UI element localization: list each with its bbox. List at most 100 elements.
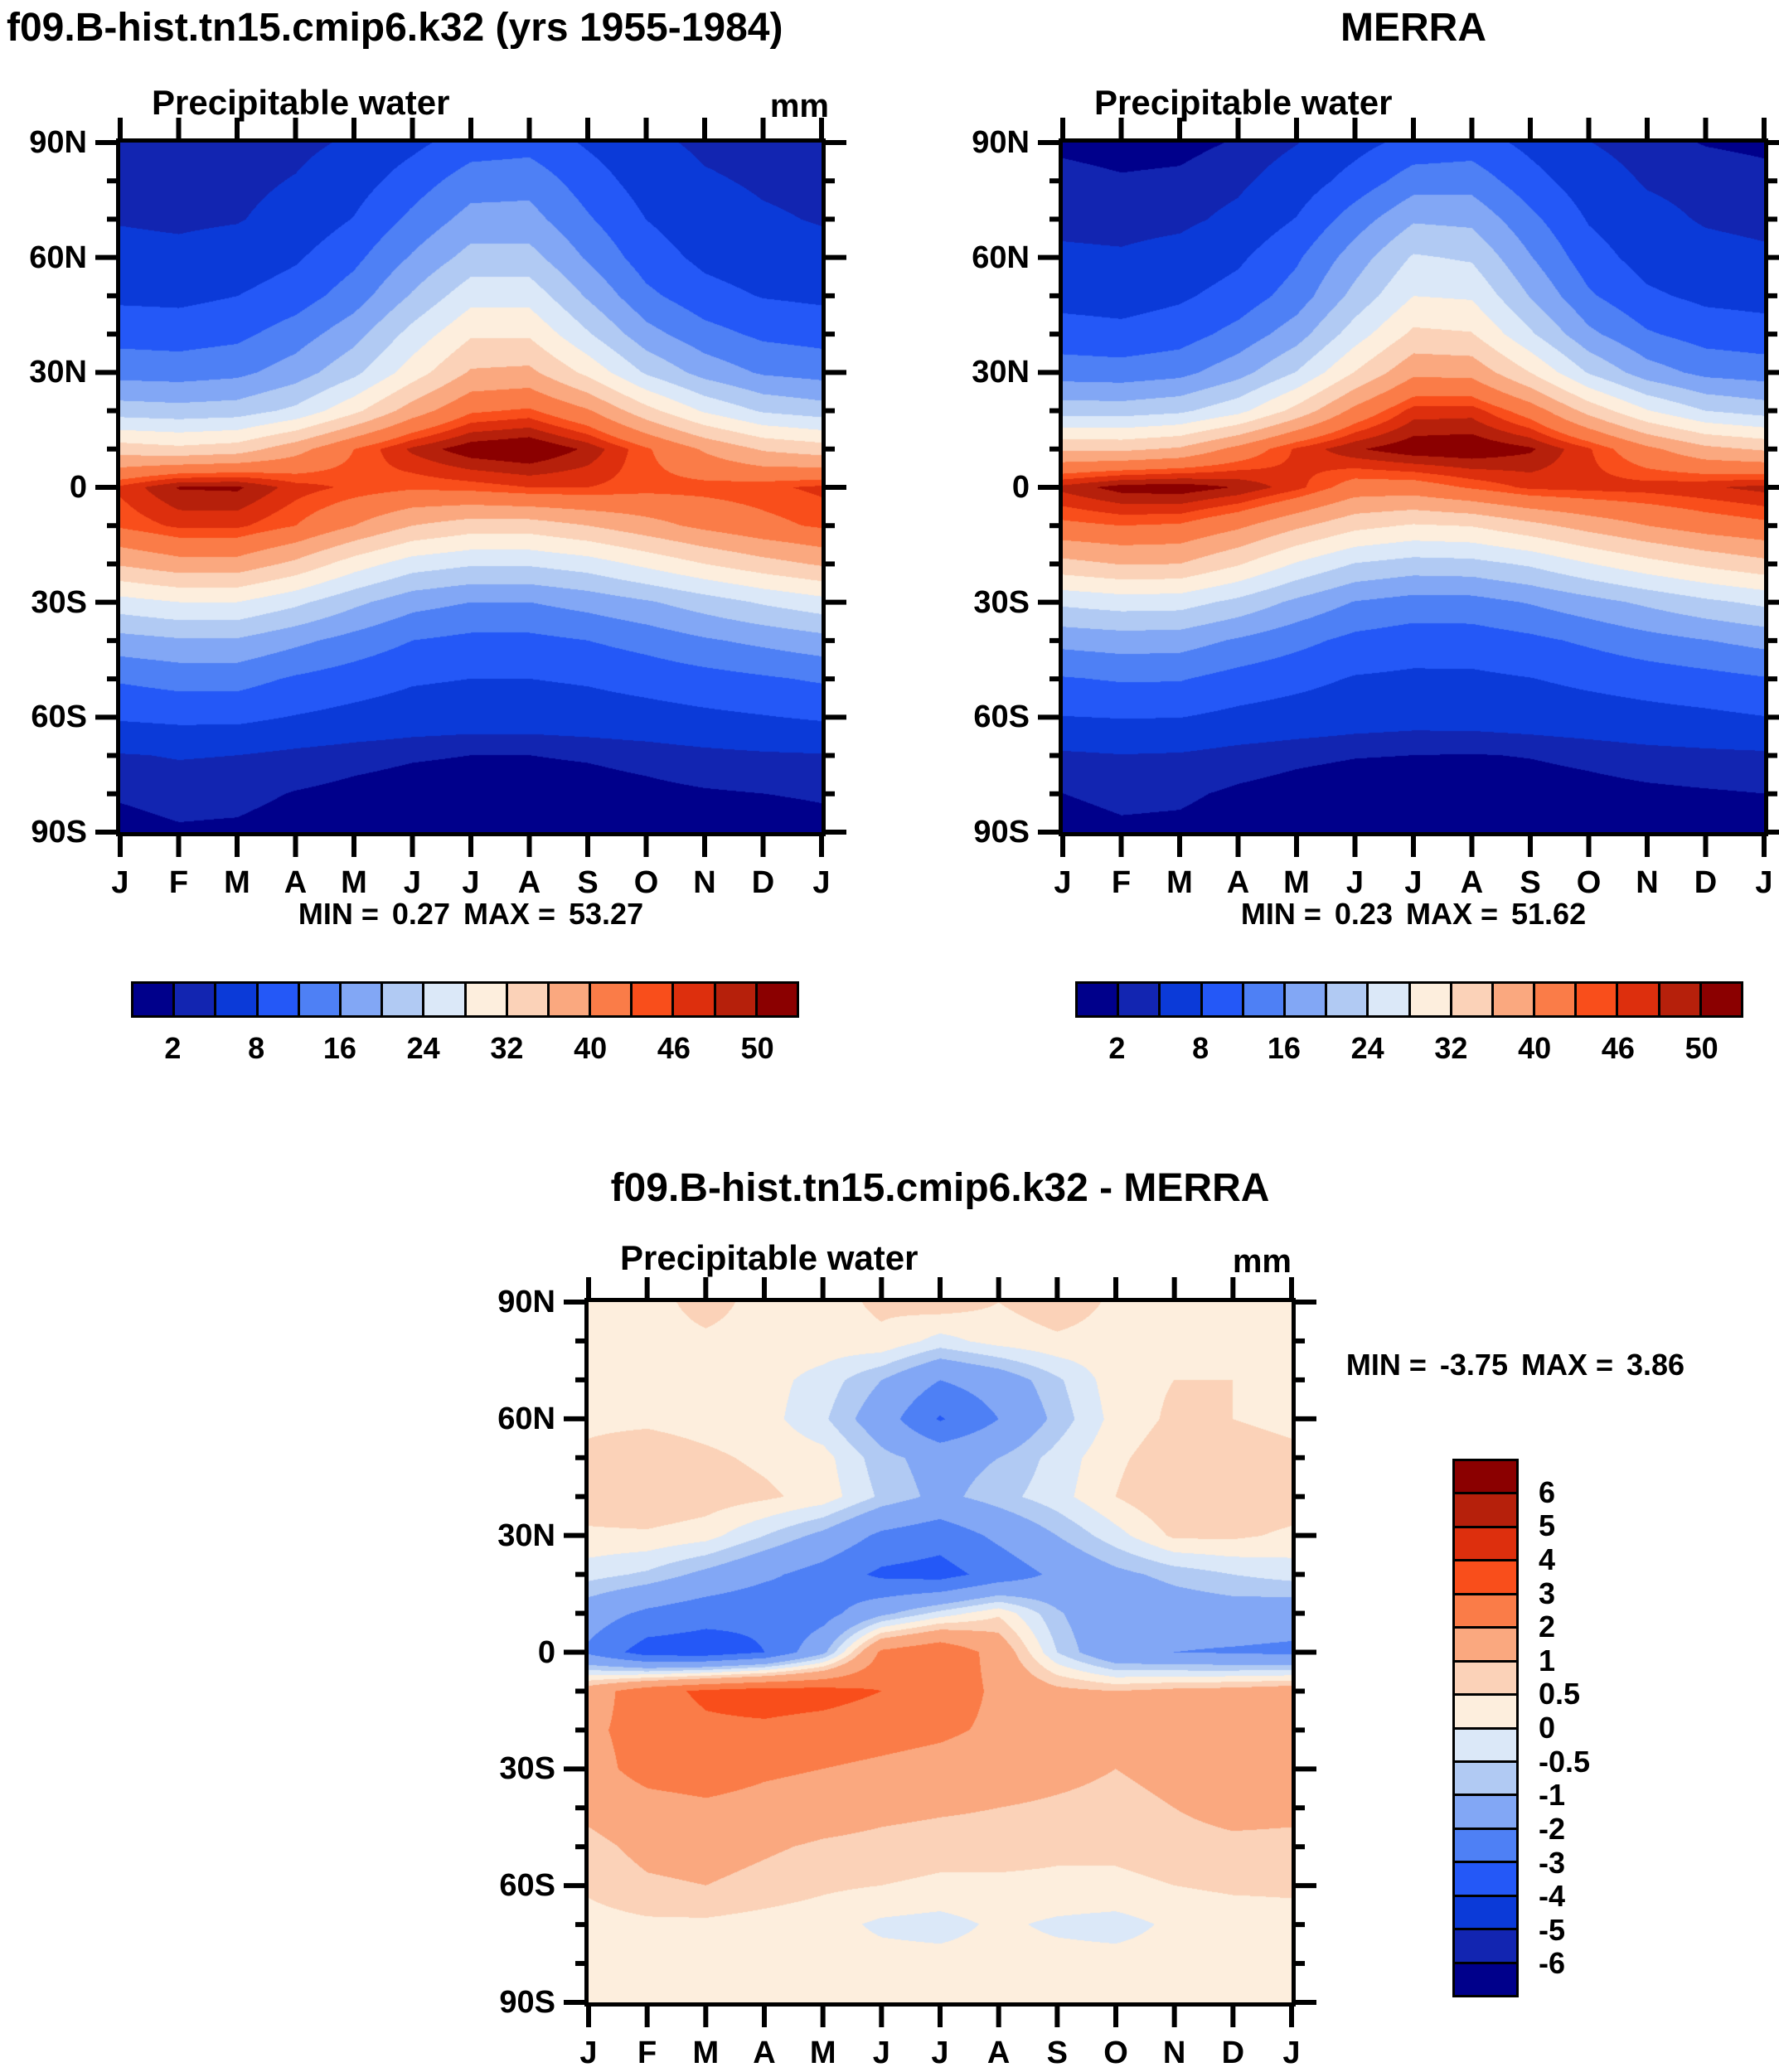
colorbar-tick-label: 8 [248,1031,265,1065]
colorbar-tick-label: 8 [1192,1031,1209,1065]
month-label: S [577,865,599,900]
month-label: F [1111,865,1132,900]
colorbar-cell [1455,1561,1516,1595]
model-min-value: 0.27 [391,897,450,931]
colorbar-cell [1455,1527,1516,1562]
colorbar-cell [1455,1896,1516,1931]
colorbar-cell [633,984,675,1015]
month-label: F [637,2036,657,2070]
colorbar-cell [1455,1629,1516,1663]
lat-label: 60N [29,240,87,275]
colorbar-tick-label: 46 [657,1031,691,1065]
diff-max-value: 3.86 [1626,1348,1685,1382]
colorbar-tick-label: 1 [1539,1643,1556,1677]
lat-label: 0 [69,470,87,505]
colorbar-cell [466,984,508,1015]
model-min-label: MIN = [298,897,379,931]
merra-min-value: 0.23 [1334,897,1393,931]
month-label: J [111,865,129,900]
month-label: J [1404,865,1423,900]
month-label: J [1054,865,1072,900]
month-label: D [1221,2036,1245,2070]
lat-label: 60N [972,240,1030,275]
diff-units-label: mm [1232,1243,1292,1280]
month-label: J [1282,2036,1301,2070]
colorbar-cell [341,984,384,1015]
month-label: M [809,2036,836,2070]
diff-contour-canvas [589,1302,1292,2002]
month-label: N [1162,2036,1186,2070]
model-max-label: MAX = [463,897,556,931]
colorbar-cell [1455,1729,1516,1763]
merra-colorbar [1075,981,1743,1018]
month-label: F [168,865,189,900]
colorbar-cell [507,984,550,1015]
colorbar-tick-label: -0.5 [1539,1744,1591,1779]
colorbar-cell [1119,984,1161,1015]
month-label: A [1226,865,1250,900]
diff-colorbar [1452,1459,1519,1997]
colorbar-cell [591,984,633,1015]
colorbar-cell [1455,1762,1516,1797]
month-label: O [1103,2036,1128,2070]
month-label: A [1460,865,1484,900]
colorbar-tick-label: 0.5 [1539,1677,1581,1711]
colorbar-cell [1577,984,1619,1015]
colorbar-cell [549,984,592,1015]
lat-label: 90S [499,1985,555,2020]
colorbar-cell [1535,984,1578,1015]
colorbar-cell [1660,984,1702,1015]
colorbar-tick-label: -4 [1539,1879,1566,1914]
model-panel-title: f09.B-hist.tn15.cmip6.k32 (yrs 1955-1984… [7,6,783,50]
diff-min-value: -3.75 [1439,1348,1508,1382]
month-label: A [986,2036,1011,2070]
lat-label: 0 [1011,470,1030,505]
colorbar-tick-label: 24 [1350,1031,1384,1065]
month-label: J [462,865,480,900]
month-label: J [1755,865,1773,900]
colorbar-tick-label: 40 [574,1031,608,1065]
colorbar-tick-label: 24 [406,1031,440,1065]
month-label: O [633,865,659,900]
colorbar-tick-label: 2 [1539,1610,1556,1644]
colorbar-cell [1455,1796,1516,1830]
colorbar-cell [424,984,467,1015]
colorbar-cell [1493,984,1536,1015]
month-label: A [517,865,541,900]
lat-label: 60N [497,1401,555,1436]
colorbar-cell [1455,1494,1516,1528]
lat-label: 90S [31,815,87,850]
month-label: O [1576,865,1602,900]
colorbar-tick-label: -6 [1539,1946,1566,1981]
lat-label: 30S [973,584,1030,620]
lat-label: 90S [973,815,1030,850]
merra-max-label: MAX = [1405,897,1499,931]
colorbar-cell [1455,1662,1516,1697]
lat-label: 90N [29,125,87,160]
colorbar-cell [133,984,176,1015]
month-label: D [1694,865,1718,900]
colorbar-cell [1455,1461,1516,1495]
colorbar-tick-label: -2 [1539,1811,1566,1846]
month-label: N [693,865,716,900]
month-label: J [403,865,422,900]
month-label: A [284,865,308,900]
model-minmax-stats: MIN = 0.27 MAX = 53.27 [120,897,822,932]
colorbar-cell [1327,984,1369,1015]
colorbar-tick-label: 2 [164,1031,182,1065]
lat-label: 30N [29,355,87,390]
colorbar-cell [1285,984,1328,1015]
month-label: J [812,865,831,900]
colorbar-tick-label: 40 [1518,1031,1552,1065]
lat-label: 30N [497,1518,555,1553]
lat-label: 0 [537,1634,555,1670]
merra-min-label: MIN = [1240,897,1321,931]
diff-panel-title: f09.B-hist.tn15.cmip6.k32 - MERRA [610,1166,1270,1210]
colorbar-tick-label: 32 [1434,1031,1468,1065]
colorbar-cell [674,984,716,1015]
colorbar-cell [299,984,342,1015]
colorbar-tick-label: 0 [1539,1711,1556,1745]
colorbar-cell [1452,984,1494,1015]
